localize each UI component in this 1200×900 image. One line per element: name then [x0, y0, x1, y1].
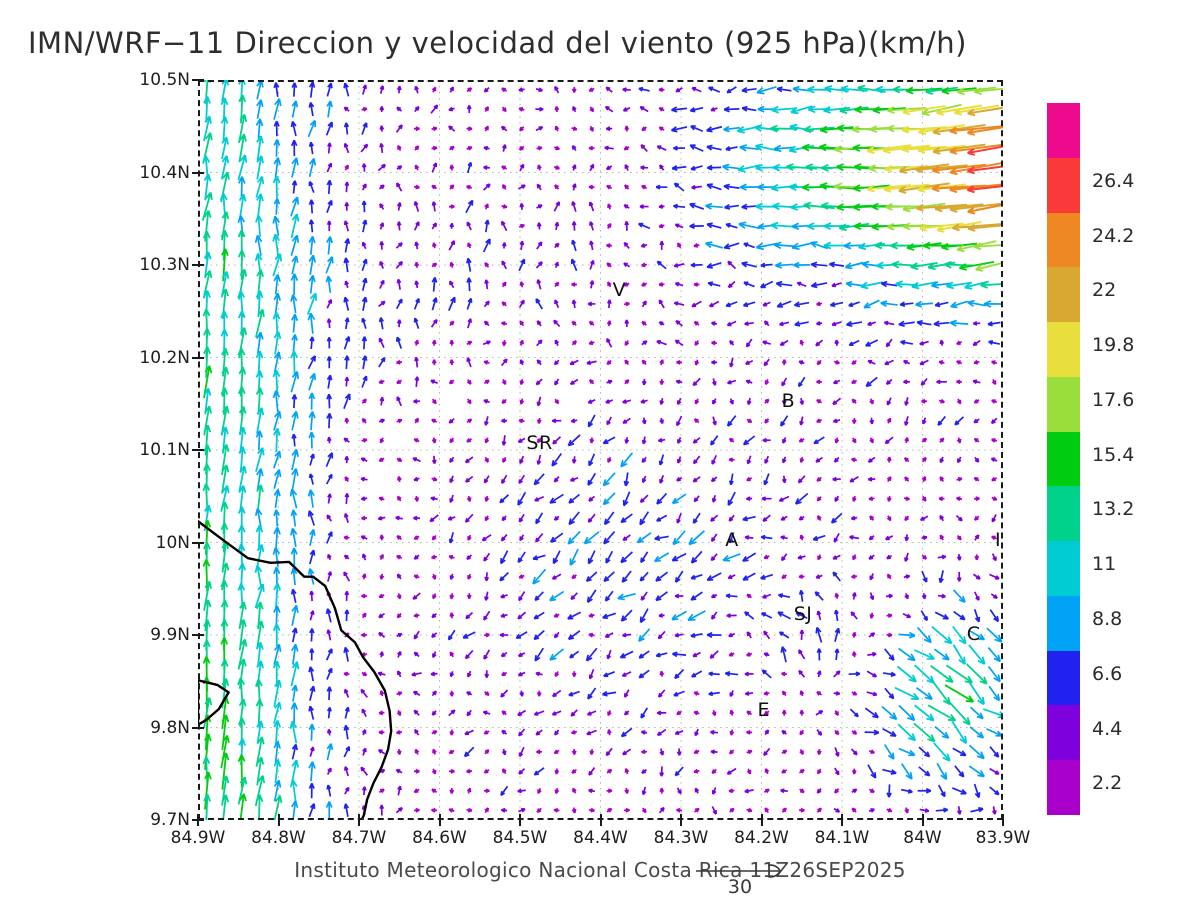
colorbar-band	[1047, 212, 1080, 268]
colorbar-band	[1047, 103, 1080, 158]
y-axis-tick-label: 10.3N	[139, 255, 190, 275]
y-axis-tick-label: 10.1N	[139, 440, 190, 460]
x-axis-tick-label: 84W	[903, 828, 942, 848]
wind-vector-plot: V B SR A I SJ C E	[198, 80, 1003, 820]
x-axis-tick-label: 83.9W	[975, 828, 1031, 848]
colorbar	[1047, 103, 1080, 815]
x-axis-tick-mark	[841, 814, 843, 826]
colorbar-tick-label: 13.2	[1092, 498, 1135, 521]
x-axis-tick-label: 84.9W	[170, 828, 226, 848]
colorbar-band	[1047, 650, 1080, 706]
y-axis-tick-label: 10.4N	[139, 162, 190, 183]
colorbar-tick-label: 26.4	[1092, 169, 1135, 192]
station-label-b: B	[781, 389, 796, 412]
colorbar-band	[1047, 760, 1080, 815]
colorbar-band	[1047, 322, 1080, 377]
x-axis-tick-label: 84.3W	[653, 828, 709, 848]
y-axis-tick-mark	[192, 726, 204, 729]
colorbar-tick-label: 8.8	[1092, 607, 1123, 630]
x-axis-tick-label: 84.1W	[814, 828, 870, 848]
colorbar-band	[1047, 267, 1080, 323]
colorbar-tick-label: 4.4	[1092, 717, 1123, 740]
coastline-overlay	[198, 520, 393, 820]
station-label-sr: SR	[526, 431, 553, 454]
colorbar-band	[1047, 705, 1080, 761]
station-label-c: C	[966, 623, 981, 645]
x-axis-tick-mark	[277, 814, 280, 826]
y-axis-tick-label: 9.8N	[150, 717, 190, 738]
y-axis-tick-label: 9.7N	[150, 810, 190, 830]
y-axis-tick-mark	[192, 79, 204, 81]
reference-vector-icon	[696, 864, 781, 878]
plot-gridlines	[198, 80, 1003, 820]
colorbar-band	[1047, 595, 1080, 651]
station-label-i: I	[995, 528, 1002, 551]
x-axis-tick-label: 84.5W	[492, 828, 548, 848]
x-axis-tick-mark	[921, 814, 924, 826]
page-title: IMN/WRF−11 Direccion y velocidad del vie…	[28, 26, 967, 60]
station-label-v: V	[612, 278, 627, 301]
colorbar-tick-label: 2.2	[1092, 772, 1123, 795]
y-axis-tick-mark	[192, 264, 204, 266]
x-axis-tick-mark	[438, 814, 441, 826]
y-axis-tick-mark	[192, 356, 204, 359]
y-axis-tick-label: 10N	[155, 532, 190, 553]
x-axis-tick-mark	[197, 814, 199, 826]
colorbar-band	[1047, 431, 1080, 487]
y-axis-tick-label: 9.9N	[150, 625, 190, 645]
x-axis-tick-mark	[760, 814, 763, 826]
x-axis-tick-mark	[519, 814, 521, 826]
colorbar-tick-label: 17.6	[1092, 388, 1135, 411]
colorbar-tick-label: 24.2	[1092, 224, 1135, 247]
x-axis-tick-label: 84.2W	[734, 828, 789, 848]
y-axis-tick-mark	[192, 634, 204, 636]
colorbar-tick-label: 11	[1092, 553, 1117, 576]
x-axis-tick-label: 84.7W	[331, 828, 387, 848]
wind-vector-field	[201, 80, 1003, 820]
colorbar-band	[1047, 486, 1080, 542]
x-axis-tick-mark	[680, 814, 682, 826]
station-label-sj: SJ	[793, 602, 813, 625]
colorbar-tick-label: 15.4	[1092, 443, 1135, 466]
y-axis-tick-label: 10.2N	[139, 347, 190, 368]
colorbar-tick-label: 19.8	[1092, 334, 1135, 357]
colorbar-tick-label: 22	[1092, 279, 1117, 302]
x-axis-tick-label: 84.4W	[573, 828, 628, 848]
y-axis-tick-label: 10.5N	[139, 70, 190, 90]
y-axis-tick-mark	[192, 541, 204, 544]
x-axis-tick-mark	[1002, 814, 1004, 826]
x-axis-tick-label: 84.8W	[251, 828, 306, 848]
y-axis-tick-mark	[192, 171, 204, 174]
y-axis-tick-mark	[192, 449, 204, 451]
colorbar-band	[1047, 541, 1080, 596]
station-label-a: A	[725, 528, 739, 551]
station-label-e: E	[757, 698, 771, 721]
x-axis-tick-label: 84.6W	[412, 828, 467, 848]
x-axis-tick-mark	[358, 814, 360, 826]
reference-vector-label: 30	[727, 876, 753, 898]
x-axis-tick-mark	[599, 814, 602, 826]
colorbar-band	[1047, 157, 1080, 213]
footer-credit: Instituto Meteorologico Nacional Costa R…	[294, 858, 906, 882]
colorbar-tick-label: 6.6	[1092, 662, 1123, 685]
colorbar-band	[1047, 376, 1080, 432]
